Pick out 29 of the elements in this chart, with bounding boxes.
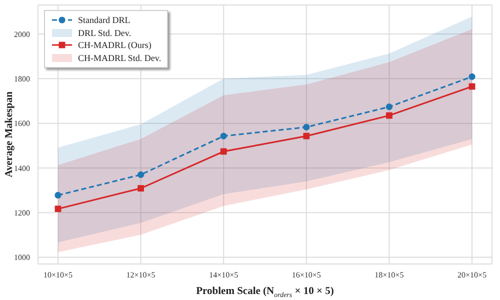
y-tick-label: 1000 (14, 253, 30, 262)
point (303, 124, 310, 130)
point (54, 206, 62, 212)
annotation: CH-MADRL Std. Dev. (78, 52, 162, 64)
point (54, 192, 62, 199)
x-axis-title: Problem Scale (N$_{orders}$ × 10 × 5) (196, 286, 334, 299)
y-axis-title: Average Makespan (4, 91, 15, 178)
point (220, 148, 227, 155)
x-tick-label: 16×10×5 (292, 270, 321, 280)
point (468, 73, 476, 80)
x-tick-label: 18×10×5 (374, 270, 404, 280)
point (386, 104, 392, 110)
legend-label: CH-MADRL (Ours) (78, 39, 152, 52)
annotation: DRL Std. Dev. (78, 26, 132, 39)
x-tick-label: 14×10×5 (209, 270, 238, 280)
x-tick-label: 12×10×5 (126, 270, 156, 280)
y-tick-label: 1600 (14, 119, 30, 128)
point (386, 112, 392, 119)
point (138, 171, 144, 178)
y-tick-label: 2000 (14, 30, 30, 39)
x-tick-label: 10×10×5 (43, 270, 73, 280)
legend-label: Standard DRL (78, 14, 130, 26)
y-tick-label: 1400 (14, 164, 30, 173)
y-tick-label: 1200 (14, 208, 30, 218)
point (138, 185, 144, 192)
x-tick-label: 20×10×5 (457, 270, 487, 280)
point (303, 132, 310, 140)
point (220, 132, 227, 140)
y-tick-label: 1800 (14, 74, 30, 84)
